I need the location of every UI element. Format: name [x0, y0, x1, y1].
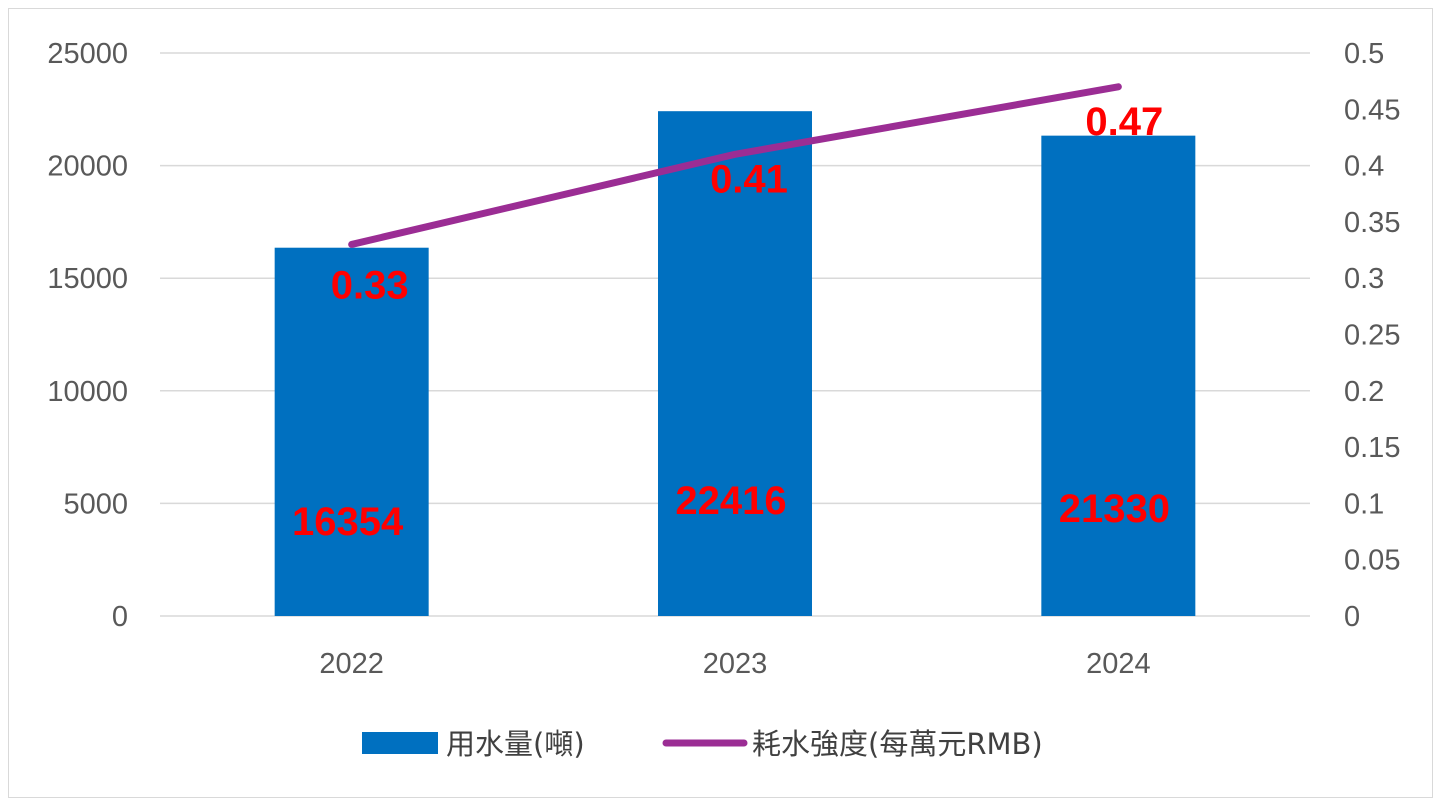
y-right-tick-label: 0.15: [1344, 432, 1400, 464]
y-right-tick-label: 0.5: [1344, 38, 1384, 70]
bar-2024: [1041, 135, 1196, 616]
y-right-tick-label: 0.25: [1344, 320, 1400, 352]
legend-label-intensity: 耗水強度(每萬元RMB): [752, 727, 1043, 761]
y-right-tick-label: 0.2: [1344, 376, 1384, 408]
y-right-tick-label: 0.4: [1344, 151, 1384, 183]
bar-2023: [658, 111, 812, 616]
y-right-tick-label: 0.3: [1344, 263, 1384, 295]
bar-2022: [274, 247, 429, 616]
y-left-tick-label: 0: [112, 601, 128, 633]
line-value-label: 0.47: [1085, 100, 1163, 144]
x-tick-label: 2022: [319, 648, 384, 680]
bar-value-label: 16354: [292, 500, 404, 544]
y-left-tick-label: 25000: [47, 38, 128, 70]
bar-value-label: 21330: [1059, 487, 1170, 531]
y-left-tick-label: 15000: [47, 263, 128, 295]
y-left-tick-label: 20000: [47, 151, 128, 183]
y-left-tick-label: 5000: [63, 488, 128, 520]
legend-label-water-usage: 用水量(噸): [446, 727, 585, 761]
y-right-tick-label: 0: [1344, 601, 1360, 633]
y-left-tick-label: 10000: [47, 376, 128, 408]
y-right-tick-label: 0.45: [1344, 94, 1400, 126]
y-right-tick-label: 0.35: [1344, 207, 1400, 239]
x-tick-label: 2023: [703, 648, 768, 680]
bar-value-label: 22416: [675, 479, 786, 523]
line-value-label: 0.41: [710, 157, 788, 201]
x-tick-label: 2024: [1086, 648, 1151, 680]
y-right-tick-label: 0.05: [1344, 545, 1400, 577]
y-right-tick-label: 0.1: [1344, 488, 1384, 520]
legend-swatch-water-usage: [362, 732, 438, 754]
line-value-label: 0.33: [331, 263, 409, 307]
intensity-line: [348, 83, 1122, 248]
